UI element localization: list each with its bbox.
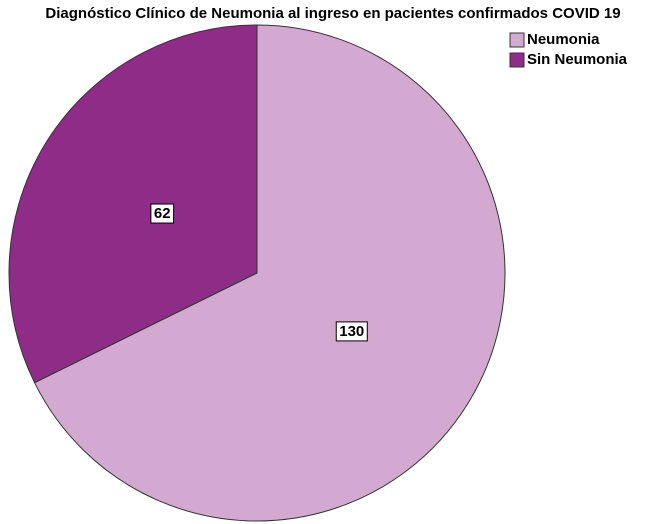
- chart-title: Diagnóstico Clínico de Neumonia al ingre…: [45, 5, 620, 22]
- legend-label: Neumonia: [527, 31, 600, 48]
- value-label: 130: [339, 323, 364, 340]
- value-label-box: [335, 321, 368, 342]
- legend-label: Sin Neumonia: [527, 51, 628, 68]
- pie-slice: [8, 24, 258, 384]
- value-label-box: [150, 203, 175, 224]
- value-label: 62: [154, 205, 171, 222]
- legend-swatch: [509, 52, 525, 68]
- pie-slice: [33, 24, 506, 522]
- legend-swatch: [509, 32, 525, 48]
